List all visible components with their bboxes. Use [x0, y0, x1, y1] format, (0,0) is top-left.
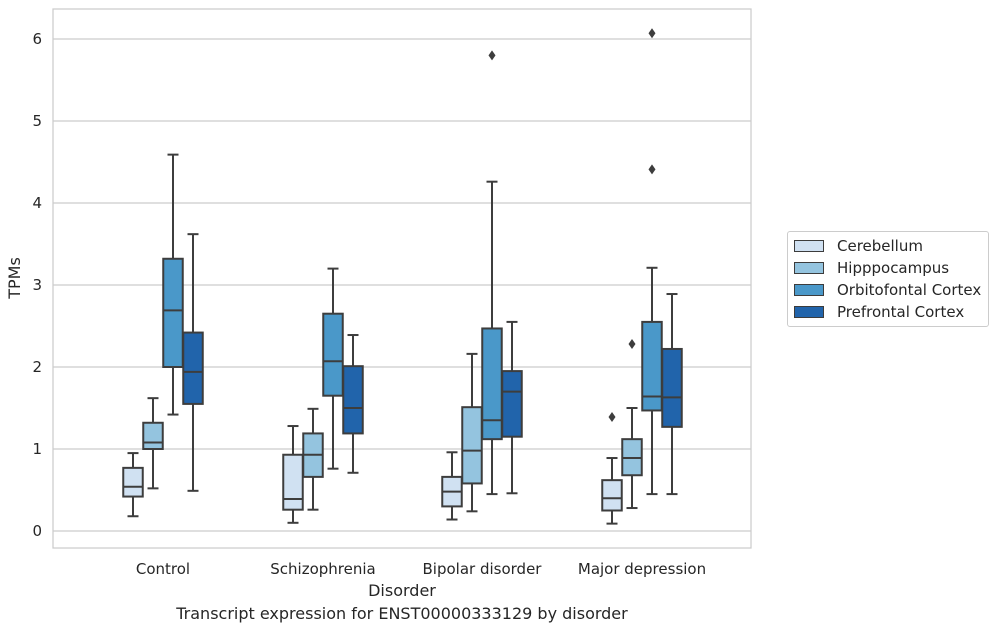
legend-item-hippocampus: Hipppocampus: [794, 259, 949, 277]
box-1-0: [142, 397, 164, 490]
box-iqr: [601, 479, 623, 512]
outlier-0: [608, 412, 616, 423]
outlier-1: [648, 28, 656, 39]
legend-item-prefrontal: Prefrontal Cortex: [794, 303, 964, 321]
box-0-0: [122, 452, 144, 518]
legend-label-prefrontal: Prefrontal Cortex: [837, 303, 965, 321]
box-iqr: [122, 466, 144, 498]
box-1-1: [302, 407, 324, 511]
box-iqr: [322, 312, 344, 397]
box-3-0: [182, 233, 204, 492]
outlier-0: [488, 50, 496, 61]
legend-swatch-hippocampus: [794, 262, 824, 274]
box-iqr: [162, 257, 184, 369]
y-tick-label-3: 3: [32, 276, 42, 294]
x-tick-labels: Control Schizophrenia Bipolar disorder Majo…: [136, 560, 706, 578]
box-iqr: [461, 406, 483, 485]
y-tick-label-0: 0: [32, 522, 42, 540]
box-2-2: [481, 50, 503, 496]
x-tick-label-2: Bipolar disorder: [423, 560, 543, 578]
y-tick-label-6: 6: [32, 30, 42, 48]
outlier-0: [648, 164, 656, 175]
box-iqr: [481, 327, 503, 441]
box-0-2: [441, 451, 463, 521]
y-tick-label-1: 1: [32, 440, 42, 458]
box-3-2: [501, 320, 523, 495]
box-3-3: [661, 293, 683, 496]
boxes-layer: [122, 28, 683, 525]
box-iqr: [342, 365, 364, 435]
grid-lines: [53, 38, 751, 532]
legend-item-cerebellum: Cerebellum: [794, 237, 923, 255]
y-tick-labels: 0 1 2 3 4 5 6: [32, 30, 42, 540]
box-iqr: [661, 347, 683, 428]
box-iqr: [182, 331, 204, 405]
box-2-0: [162, 153, 184, 416]
legend-label-orbitofrontal: Orbitofontal Cortex: [837, 281, 982, 299]
legend-swatch-orbitofrontal: [794, 284, 824, 296]
box-2-3: [641, 28, 663, 496]
box-3-1: [342, 334, 364, 474]
box-2-1: [322, 267, 344, 470]
x-tick-label-3: Major depression: [578, 560, 706, 578]
y-tick-label-2: 2: [32, 358, 42, 376]
plot-area-frame: [52, 8, 752, 549]
x-axis-label: Disorder: [368, 581, 436, 600]
box-0-1: [282, 425, 304, 524]
chart-caption: Transcript expression for ENST0000033312…: [176, 604, 628, 623]
box-iqr: [142, 421, 164, 451]
outlier-0: [628, 339, 636, 350]
box-0-3: [601, 412, 623, 525]
legend-label-hippocampus: Hipppocampus: [837, 259, 950, 277]
box-iqr: [501, 370, 523, 438]
y-axis-label: TPMs: [5, 257, 24, 300]
x-tick-label-0: Control: [136, 560, 190, 578]
legend: Cerebellum Hipppocampus Orbitofontal Cor…: [787, 231, 989, 327]
legend-swatch-prefrontal: [794, 306, 824, 318]
legend-item-orbitofrontal: Orbitofontal Cortex: [794, 281, 981, 299]
legend-swatch-cerebellum: [794, 240, 824, 252]
x-tick-label-1: Schizophrenia: [270, 560, 375, 578]
box-iqr: [282, 453, 304, 511]
legend-label-cerebellum: Cerebellum: [837, 237, 923, 255]
y-tick-label-4: 4: [32, 194, 42, 212]
box-1-2: [461, 352, 483, 513]
y-tick-label-5: 5: [32, 112, 42, 130]
box-1-3: [621, 339, 643, 510]
